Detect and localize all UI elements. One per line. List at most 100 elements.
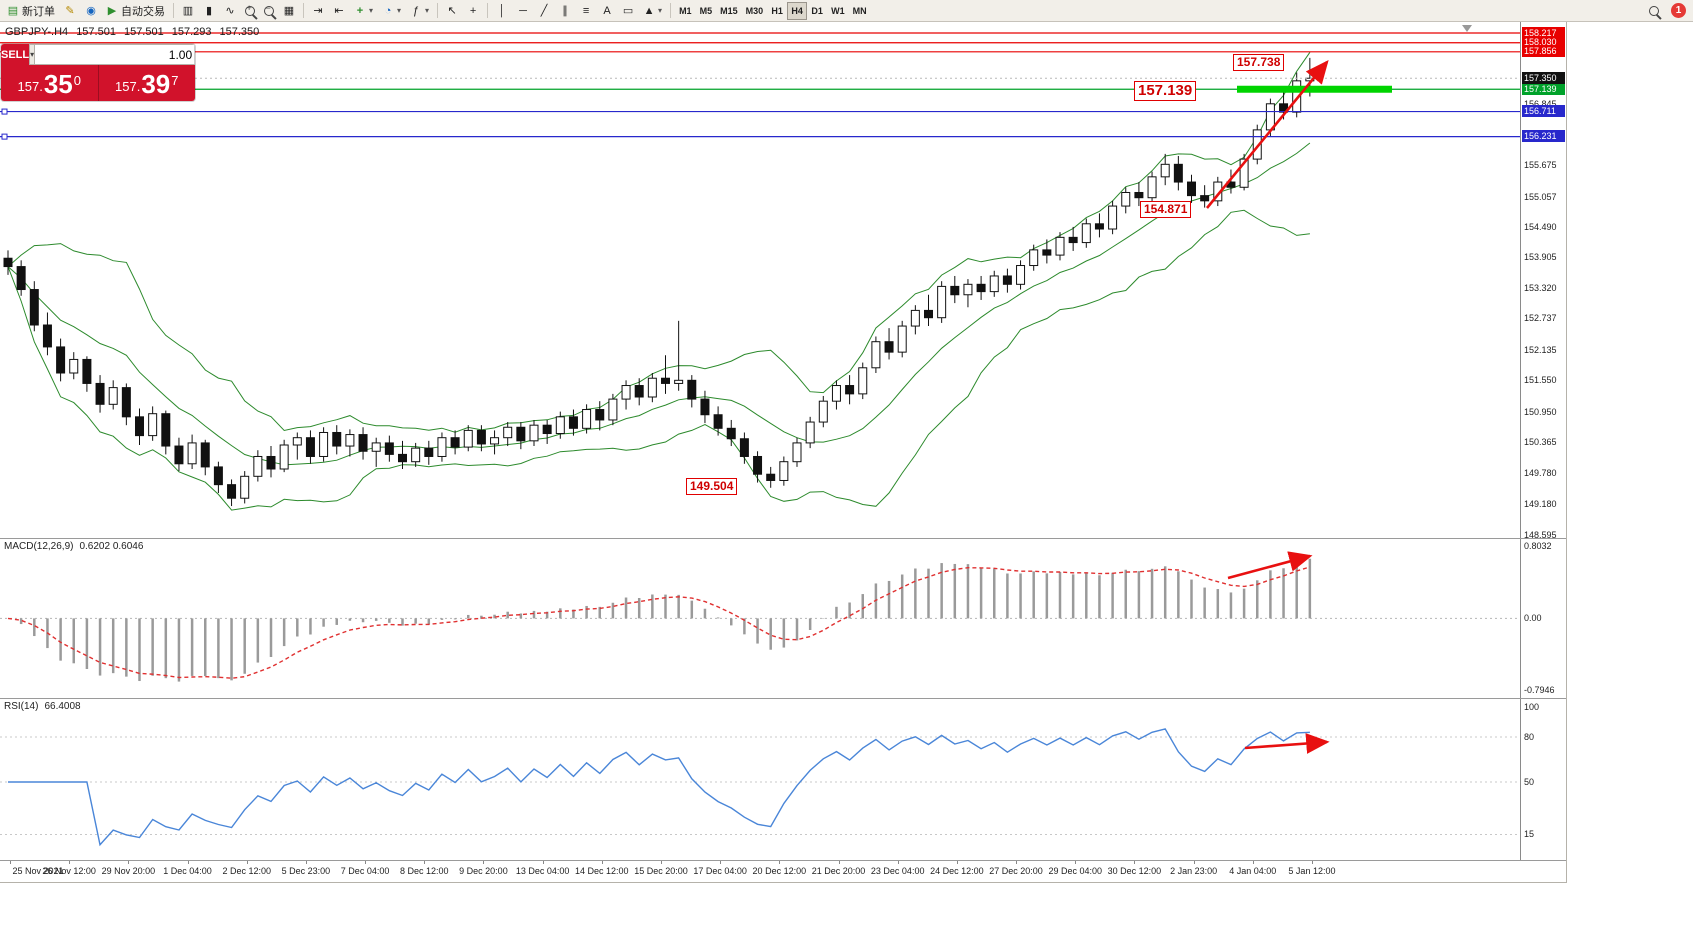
shapes-icon: ▲	[643, 4, 655, 17]
volume-spinner[interactable]: ▴ ▾	[194, 45, 195, 64]
horizontal-line-button[interactable]: ─	[513, 2, 533, 20]
trendline-button[interactable]: ╱	[534, 2, 554, 20]
candle	[924, 309, 933, 319]
candle	[1002, 275, 1012, 285]
volume-dropdown[interactable]: ▾	[29, 44, 36, 65]
buy-price-button[interactable]: 157. 39 7	[97, 65, 196, 101]
options-button[interactable]: ◉	[81, 2, 101, 20]
timeframe-m5-button[interactable]: M5	[696, 2, 717, 20]
candle	[213, 466, 223, 486]
timeframe-m30-button[interactable]: M30	[742, 2, 768, 20]
trend-arrow[interactable]	[1227, 551, 1313, 580]
price-annotation[interactable]: 149.504	[686, 478, 738, 495]
volume-field: ▴ ▾	[35, 44, 195, 65]
price-annotation[interactable]: 154.871	[1140, 201, 1192, 218]
timeframe-h1-button[interactable]: H1	[767, 2, 787, 20]
auto-scroll-button[interactable]: ⇥	[308, 2, 328, 20]
volume-input[interactable]	[35, 45, 195, 64]
chart-plot[interactable]	[0, 22, 1520, 860]
vertical-line-button[interactable]: │	[492, 2, 512, 20]
chevron-down-icon: ▾	[397, 6, 402, 15]
price-annotation[interactable]: 157.738	[1233, 54, 1285, 71]
label-button[interactable]: ▭	[618, 2, 638, 20]
sell-price-button[interactable]: 157. 35 0	[1, 65, 98, 101]
algo-trading-button[interactable]: ▶ 自动交易	[102, 2, 169, 20]
tile-windows-button[interactable]: ▦	[279, 2, 299, 20]
candle	[1055, 236, 1065, 256]
label-icon: ▭	[622, 4, 634, 17]
price-annotation[interactable]: 157.139	[1134, 81, 1197, 101]
timeframe-mn-button[interactable]: MN	[849, 2, 871, 20]
rsi-line	[8, 728, 1310, 847]
shapes-dropdown[interactable]: ▲ ▾	[639, 2, 666, 20]
macd-signal-line	[7, 566, 1311, 679]
panel-separator	[0, 698, 1566, 699]
trend-arrow[interactable]	[1205, 59, 1329, 209]
crosshair-button[interactable]: +	[463, 2, 483, 20]
time-label: 25 Nov 2021	[12, 866, 64, 876]
candlestick-button[interactable]: ▮	[199, 2, 219, 20]
period-dropdown[interactable]: ◔ ▾	[378, 2, 405, 20]
zoom-in-button[interactable]	[241, 2, 259, 20]
indicators-dropdown[interactable]: ƒ ▾	[406, 2, 433, 20]
price-axis[interactable]: 156.845 155.675 155.057 154.490 153.905 153.3…	[1520, 22, 1566, 860]
candle	[227, 484, 237, 499]
line-handle[interactable]	[1, 133, 8, 140]
cursor-button[interactable]: ↖	[442, 2, 462, 20]
candle	[29, 289, 39, 326]
buy-price-big: 39	[141, 69, 171, 99]
new-order-button[interactable]: ▤ 新订单	[3, 2, 59, 20]
search-button[interactable]	[1645, 2, 1663, 20]
line-chart-button[interactable]: ∿	[220, 2, 240, 20]
time-axis[interactable]: 25 Nov 2021 26 Nov 12:00 29 Nov 20:00 1 Dec…	[0, 860, 1520, 882]
notification-badge[interactable]: 1	[1671, 3, 1686, 18]
candle	[56, 346, 66, 374]
price-line-tag: 158.030	[1522, 36, 1565, 49]
time-tick	[128, 860, 130, 864]
zoom-out-button[interactable]	[260, 2, 278, 20]
macd-axis-tick: 0.8032	[1524, 540, 1552, 551]
candle	[1108, 205, 1118, 230]
candle	[568, 416, 578, 429]
timeframe-h4-button[interactable]: H4	[787, 1, 808, 20]
candle	[1200, 195, 1210, 202]
sell-price-sup: 0	[73, 73, 81, 88]
price-line-tag: 157.856	[1522, 45, 1565, 58]
fibonacci-button[interactable]: ≡	[576, 2, 596, 20]
chart-shift-button[interactable]: ⇤	[329, 2, 349, 20]
time-tick	[1193, 860, 1195, 864]
metaeditor-button[interactable]: ✎	[60, 2, 80, 20]
price-tick: 150.365	[1524, 437, 1557, 448]
candle	[766, 473, 776, 481]
horizontal-line-icon: ─	[519, 4, 527, 17]
candle	[858, 367, 868, 395]
sell-button[interactable]: SELL	[1, 44, 30, 65]
cursor-icon: ↖	[447, 4, 457, 17]
channel-button[interactable]: ∥	[555, 2, 575, 20]
timeframe-m15-button[interactable]: M15	[716, 2, 742, 20]
candle	[687, 379, 697, 400]
shift-marker-icon[interactable]	[1462, 25, 1472, 32]
chart-window[interactable]: GBPJPY-.H4 157.501 157.501 157.293 157.3…	[0, 22, 1567, 883]
time-tick	[779, 860, 781, 864]
trendline-icon: ╱	[540, 4, 548, 17]
timeframe-d1-button[interactable]: D1	[807, 2, 827, 20]
macd-axis-tick: -0.7946	[1524, 684, 1555, 695]
text-button[interactable]: A	[597, 2, 617, 20]
new-chart-dropdown[interactable]: + ▾	[350, 2, 377, 20]
time-label: 26 Nov 12:00	[42, 866, 96, 876]
timeframe-w1-button[interactable]: W1	[827, 2, 849, 20]
zoom-out-icon	[264, 3, 274, 16]
support-zone[interactable]	[1237, 85, 1392, 93]
candle	[305, 437, 315, 457]
candle	[371, 442, 381, 452]
fibonacci-icon: ≡	[582, 4, 590, 17]
line-handle[interactable]	[1, 108, 8, 115]
trend-arrow[interactable]	[1244, 733, 1330, 754]
time-tick	[897, 860, 899, 864]
candle	[1187, 181, 1196, 197]
time-tick	[424, 860, 426, 864]
period-clock-icon: ◔	[384, 4, 392, 17]
bar-chart-button[interactable]: ▥	[178, 2, 198, 20]
timeframe-m1-button[interactable]: M1	[675, 2, 696, 20]
